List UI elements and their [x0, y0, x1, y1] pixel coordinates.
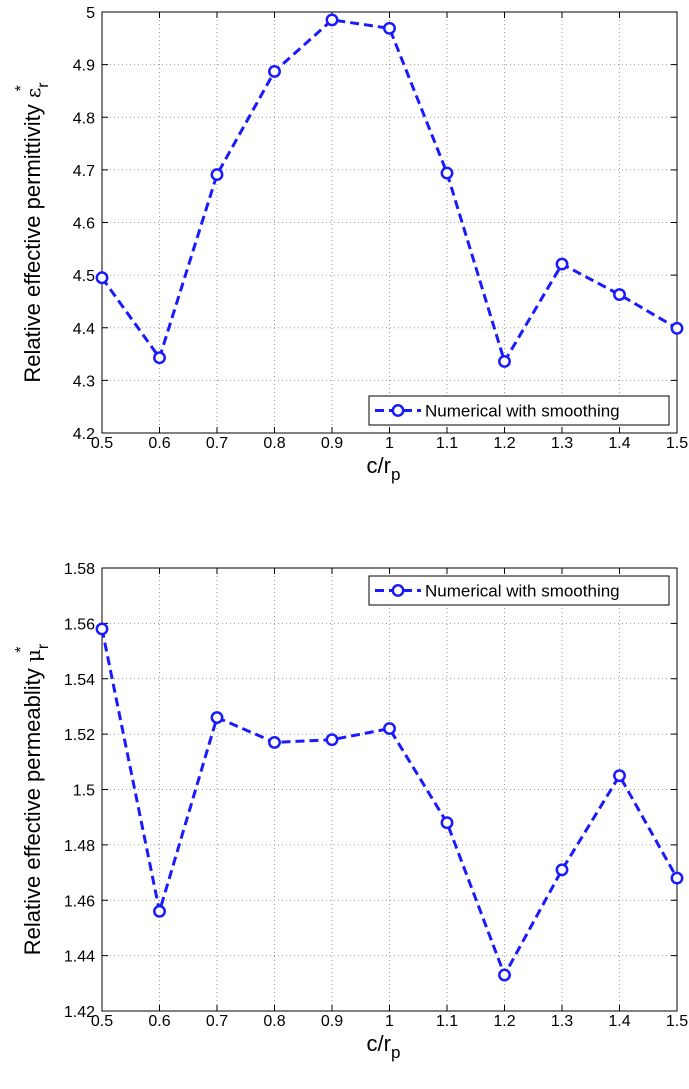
- axes-box: [101, 567, 678, 1012]
- data-point: [210, 711, 224, 724]
- y-axis-label-text: Relative effective permittivity: [20, 104, 45, 382]
- x-axis-label-sub: p: [391, 465, 400, 484]
- y-axis-label: Relative effective permittivity εr *: [13, 82, 52, 383]
- plot-area: [102, 568, 677, 1011]
- series-line-1: [100, 18, 678, 363]
- data-point: [383, 722, 396, 736]
- x-tick-label: 0.9: [321, 435, 343, 452]
- data-point: [95, 622, 109, 636]
- y-axis-label-symbol: ε: [21, 88, 45, 98]
- x-axis-label: c/rp: [367, 453, 401, 484]
- x-tick-label: 1.3: [551, 1013, 573, 1030]
- legend-label: Numerical with smoothing: [425, 402, 620, 421]
- y-axis-label: Relative effective permeablity μr *: [13, 643, 52, 955]
- data-point: [383, 21, 396, 35]
- data-point: [498, 968, 511, 982]
- legend: Numerical with smoothing: [368, 575, 670, 606]
- series-line-1: [100, 628, 679, 977]
- x-tick-label: 0.6: [148, 435, 170, 452]
- x-axis-label: c/rp: [367, 1031, 401, 1062]
- x-tick-label: 0.6: [148, 1013, 170, 1030]
- y-tick-label: 1.46: [64, 893, 95, 910]
- x-tick-label: 1: [385, 435, 394, 452]
- y-axis-label-text: Relative effective permeablity: [20, 668, 45, 955]
- legend-label: Numerical with smoothing: [425, 582, 620, 601]
- y-tick-label: 4.2: [73, 426, 95, 443]
- x-tick-label: 1.4: [608, 1013, 630, 1030]
- data-point: [153, 904, 166, 918]
- y-tick-label: 4.8: [73, 110, 95, 127]
- y-tick-label: 1.5: [73, 783, 95, 800]
- data-point: [498, 354, 511, 368]
- y-axis-label-symbol: μ: [21, 649, 45, 662]
- data-point: [670, 871, 684, 885]
- y-tick-label: 1.56: [64, 616, 95, 633]
- x-tick-label: 1.1: [436, 435, 458, 452]
- data-point: [440, 816, 454, 830]
- y-tick-label: 4.6: [73, 216, 95, 233]
- x-tick-label: 0.8: [263, 1013, 285, 1030]
- x-tick-label: 0.5: [91, 1013, 113, 1030]
- data-point: [555, 257, 569, 271]
- data-point: [440, 166, 454, 180]
- x-tick-label: 0.7: [206, 1013, 228, 1030]
- data-point: [613, 769, 626, 783]
- x-axis-label-text: c/r: [367, 453, 391, 478]
- y-axis-label-symbol-sub: r: [35, 643, 52, 649]
- y-tick-label: 4.3: [73, 373, 95, 390]
- x-tick-label: 1.4: [608, 435, 630, 452]
- x-tick-label: 0.7: [206, 435, 228, 452]
- y-tick-label: 4.9: [73, 58, 95, 75]
- legend: Numerical with smoothing: [368, 395, 670, 426]
- data-point: [325, 733, 339, 747]
- x-tick-label: 0.5: [91, 435, 113, 452]
- axes-box: [101, 11, 678, 434]
- y-tick-label: 5: [86, 5, 95, 22]
- data-point: [210, 168, 224, 182]
- data-point: [268, 735, 281, 749]
- chart-1: 0.5 0.6 0.7 0.8 0.9 1 1.1 1.2 1.3 1.4 1.5 4.2 4.3 4.4…: [13, 5, 688, 484]
- y-tick-label: 1.52: [64, 727, 95, 744]
- y-tick-label: 1.44: [64, 949, 95, 966]
- x-tick-label: 1.5: [666, 1013, 688, 1030]
- y-tick-label: 4.5: [73, 268, 95, 285]
- x-tick-label: 0.8: [263, 435, 285, 452]
- x-axis-label-sub: p: [391, 1043, 400, 1062]
- y-tick-label: 1.54: [64, 672, 95, 689]
- legend-marker: [391, 584, 405, 597]
- x-tick-label: 1: [385, 1013, 394, 1030]
- legend-marker: [391, 404, 405, 417]
- x-axis-label-text: c/r: [367, 1031, 391, 1056]
- plot-area: [102, 12, 677, 433]
- chart-2: 0.5 0.6 0.7 0.8 0.9 1 1.1 1.2 1.3 1.4 1.5 1.42 1.44 1…: [13, 561, 688, 1062]
- data-point: [325, 13, 339, 27]
- y-tick-label: 1.48: [64, 838, 95, 855]
- data-point: [613, 288, 626, 302]
- x-tick-label: 0.9: [321, 1013, 343, 1030]
- data-point: [153, 351, 166, 365]
- data-point: [268, 65, 281, 78]
- x-tick-label: 1.2: [493, 1013, 515, 1030]
- y-axis-label-symbol-sub: r: [35, 82, 52, 88]
- y-tick-label: 4.4: [73, 321, 95, 338]
- data-point: [555, 863, 569, 877]
- y-axis-label-symbol-sup: *: [13, 647, 30, 653]
- x-tick-label: 1.5: [666, 435, 688, 452]
- y-tick-label: 1.58: [64, 561, 95, 578]
- x-tick-label: 1.2: [493, 435, 515, 452]
- y-axis-label-symbol-sup: *: [13, 85, 30, 91]
- y-tick-label: 4.7: [73, 163, 95, 180]
- x-tick-label: 1.1: [436, 1013, 458, 1030]
- data-point: [95, 271, 109, 285]
- data-point: [670, 321, 684, 335]
- y-tick-label: 1.42: [64, 1004, 95, 1021]
- x-tick-label: 1.3: [551, 435, 573, 452]
